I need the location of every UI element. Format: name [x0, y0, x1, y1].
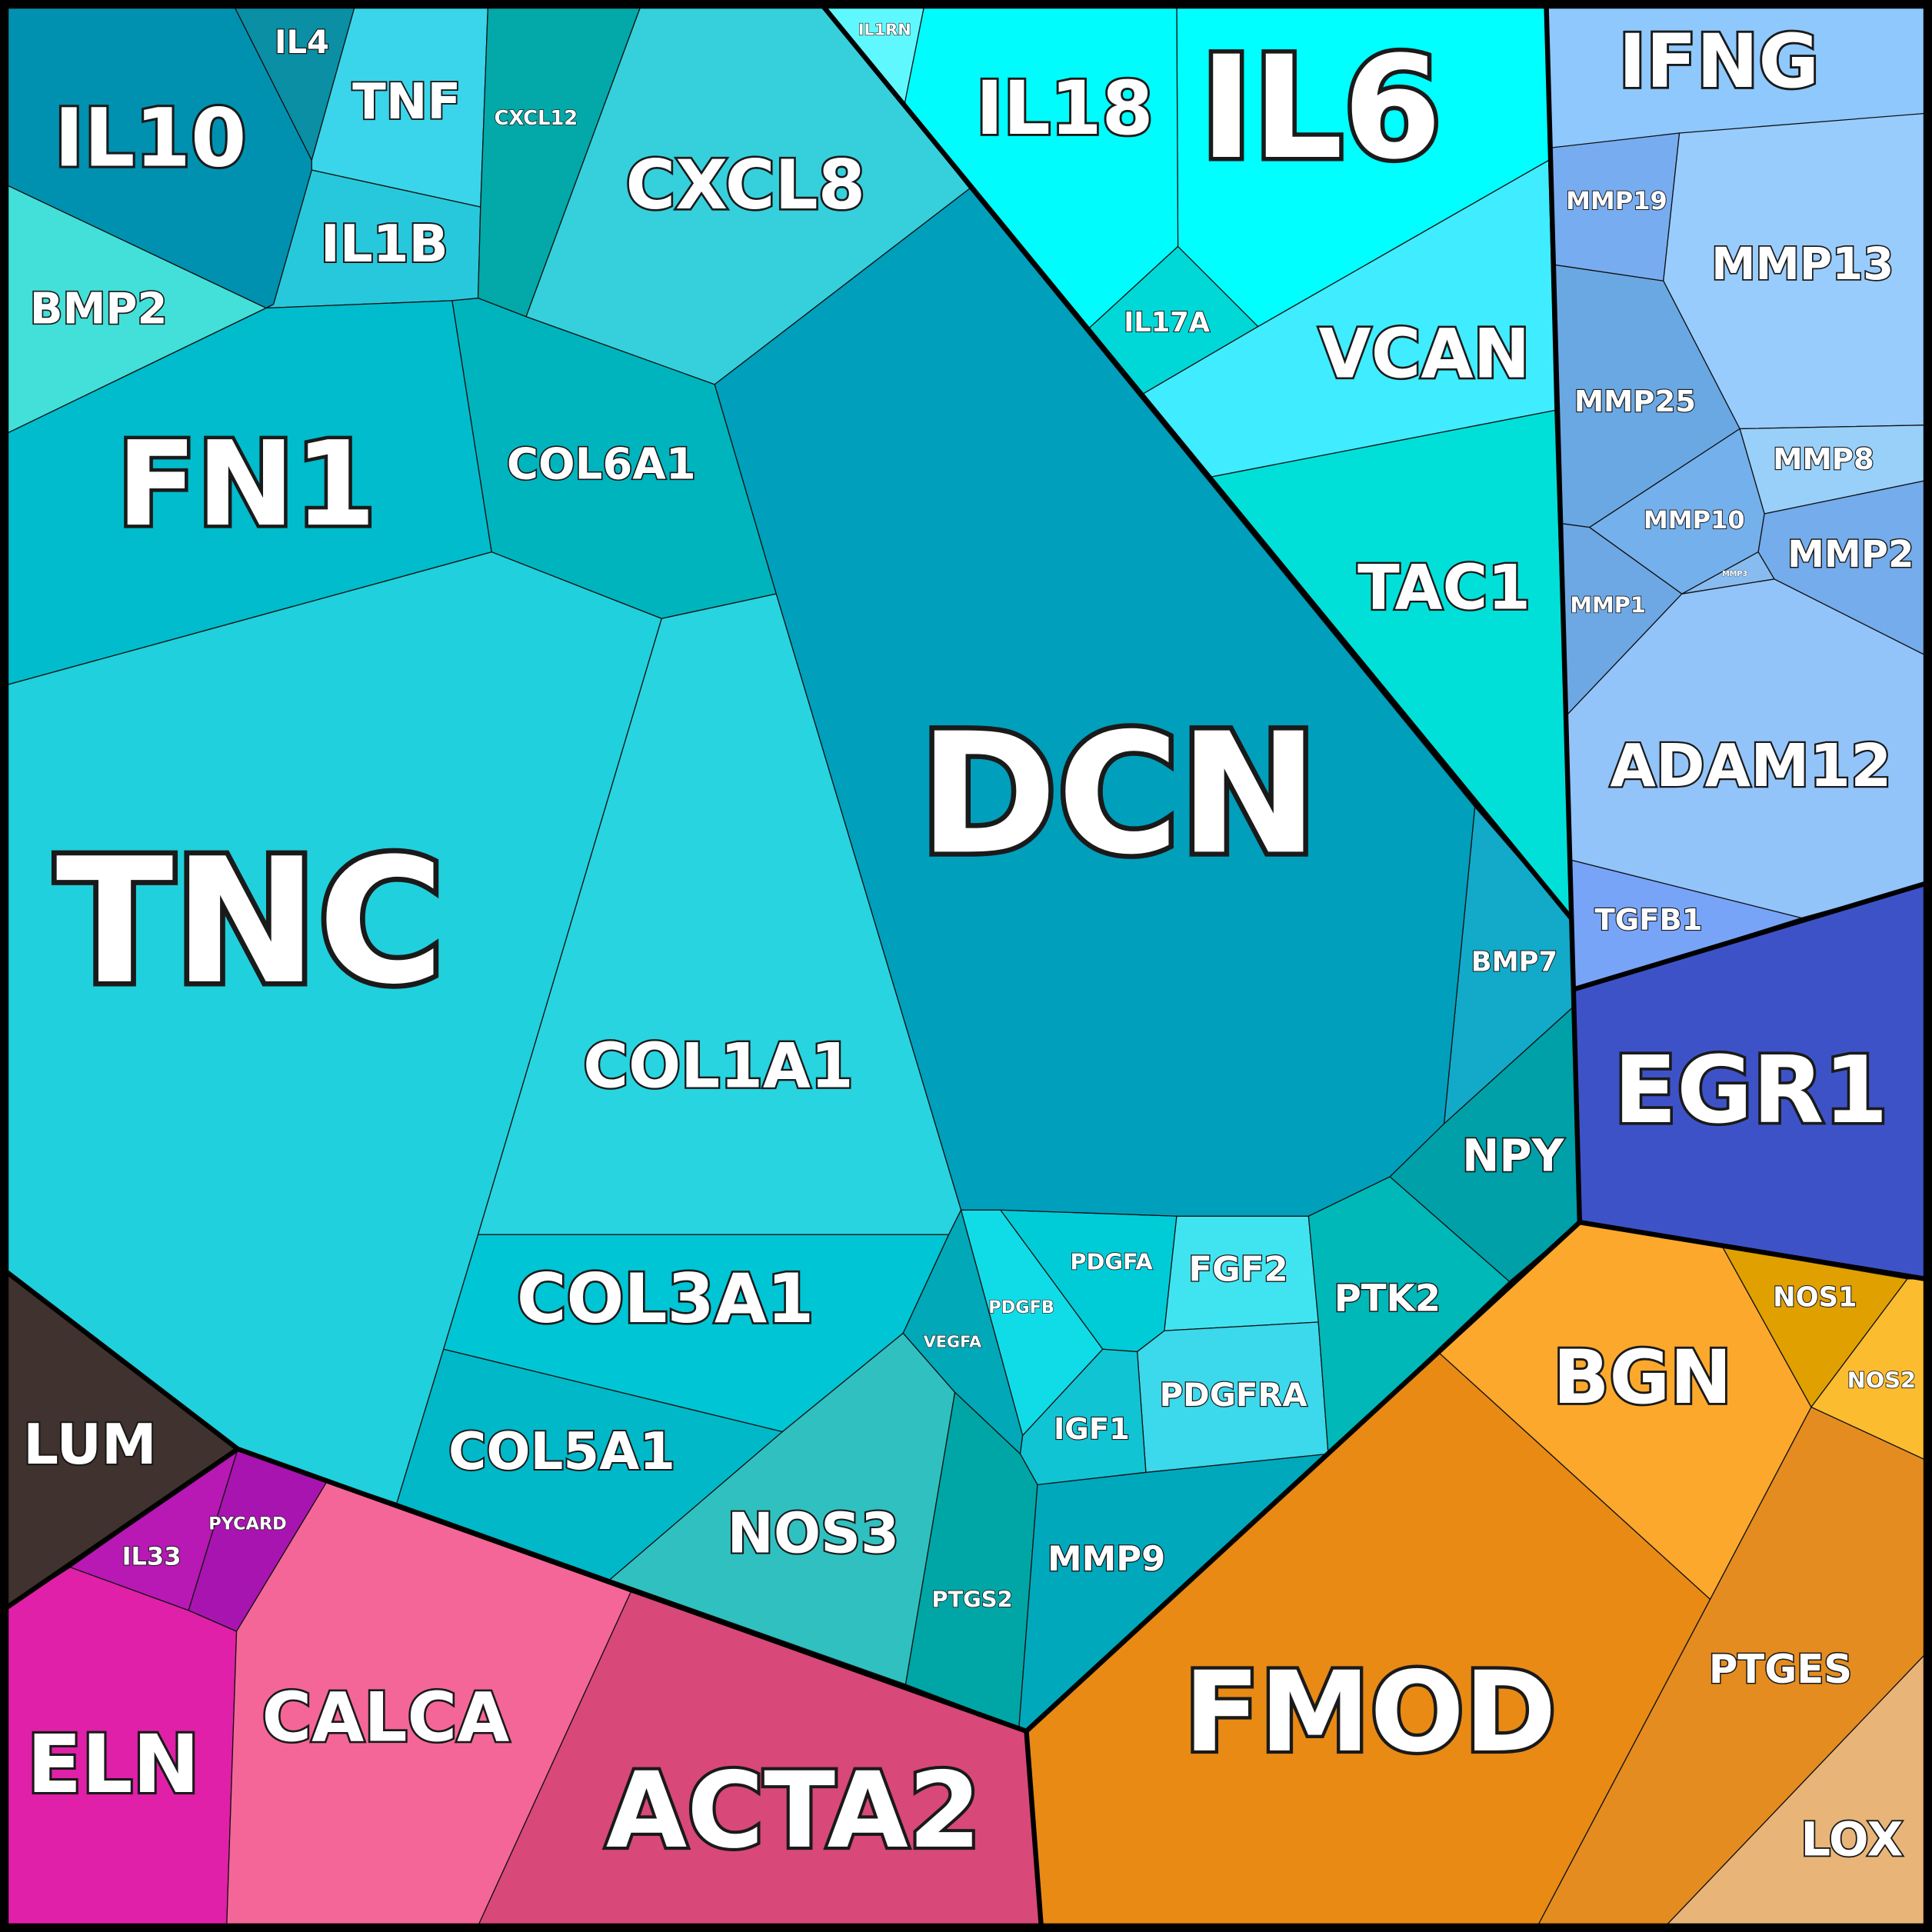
cell-label: NOS2	[1847, 1367, 1916, 1393]
cell-label: NOS1	[1773, 1281, 1857, 1313]
cell-label: PDGFRA	[1160, 1376, 1308, 1414]
cell-label: IGF1	[1054, 1412, 1130, 1447]
cell-label: NPY	[1462, 1130, 1565, 1182]
group-border	[1579, 1220, 1927, 1282]
cell-label: IL10	[54, 91, 246, 185]
cell-label: IL1RN	[858, 20, 911, 38]
cell-label: CXCL8	[625, 145, 865, 225]
cell-label: MMP25	[1574, 385, 1696, 419]
cell-label: CXCL12	[495, 107, 578, 130]
cell-label: PYCARD	[208, 1514, 286, 1534]
labels: IL10 IL4 TNF IL1B CXCL12 CXCL8 BMP2 FN1 COL6A1 TN…	[22, 16, 1917, 1875]
cells	[5, 5, 1927, 1927]
cell-label: IL33	[122, 1541, 182, 1571]
cell-label: MMP10	[1644, 505, 1745, 535]
frame	[3, 3, 1929, 1929]
cell-label: IFNG	[1618, 18, 1819, 105]
cell-label: ACTA2	[606, 1750, 981, 1872]
cell-label: DCN	[919, 698, 1318, 891]
cell-label: MMP1	[1570, 592, 1646, 618]
cell-label: PDGFA	[1070, 1248, 1153, 1274]
group-border	[821, 4, 1574, 920]
cell-label: TNF	[352, 74, 461, 131]
cell-label: CALCA	[262, 1678, 510, 1757]
cell-label: LUM	[23, 1413, 157, 1477]
cell-label: BGN	[1553, 1334, 1732, 1421]
cell-label: MMP13	[1711, 238, 1894, 290]
cell	[714, 188, 1476, 1217]
cell-label: IL18	[976, 65, 1154, 152]
cell-label: COL6A1	[507, 439, 696, 489]
cell-label: IL4	[275, 23, 329, 61]
cell-label: FGF2	[1188, 1249, 1287, 1290]
cell-label: IL1B	[321, 214, 448, 274]
cell-label: COL5A1	[448, 1421, 675, 1481]
cell-label: LOX	[1800, 1812, 1903, 1867]
cell-label: COL3A1	[517, 1259, 814, 1338]
cell-label: MMP19	[1566, 186, 1667, 215]
group-border	[1572, 881, 1927, 992]
cell-label: ELN	[27, 1717, 200, 1811]
cell-label: IL17A	[1124, 307, 1211, 338]
cell-label: COL1A1	[583, 1030, 853, 1101]
cell-label: BMP2	[30, 285, 168, 335]
cell-label: VCAN	[1319, 314, 1531, 393]
cell-label: MMP2	[1787, 533, 1914, 576]
cell-label: TAC1	[1357, 552, 1531, 624]
cell-label: FMOD	[1184, 1648, 1556, 1777]
cell-label: NOS3	[728, 1502, 900, 1567]
cell-label: TGFB1	[1594, 903, 1702, 938]
cell-label: EGR1	[1614, 1037, 1888, 1144]
cell-label: PTK2	[1334, 1277, 1441, 1321]
group-borders	[3, 3, 1929, 1929]
cell-label: TNC	[56, 821, 445, 1022]
cell-label: MMP8	[1773, 442, 1874, 477]
cell-label: PTGES	[1709, 1647, 1853, 1693]
cell-label: PTGS2	[931, 1586, 1012, 1612]
cell-label: ADAM12	[1610, 732, 1891, 801]
cell-label: PDGFB	[988, 1297, 1054, 1317]
cell-label: MMP3	[1722, 570, 1747, 578]
group-border	[5, 1447, 240, 1611]
cell-label: VEGFA	[924, 1333, 981, 1351]
cell-label: FN1	[117, 416, 376, 552]
cell-label: BMP7	[1471, 947, 1557, 978]
cell-label: IL6	[1200, 26, 1441, 191]
cell-label: MMP9	[1048, 1538, 1165, 1579]
